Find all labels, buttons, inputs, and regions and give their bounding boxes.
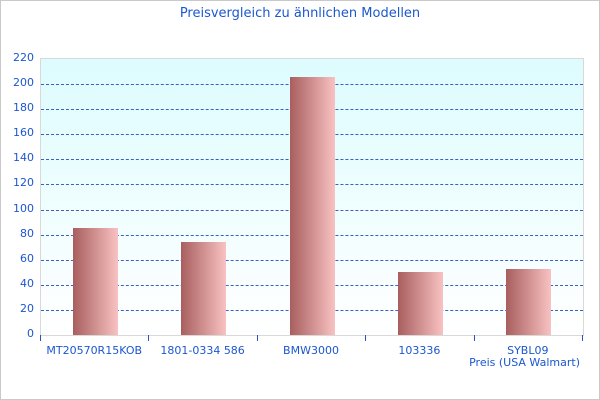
x-axis-tick [365,335,366,341]
y-tick-label: 40 [20,276,34,290]
x-axis-tick [474,335,475,341]
y-tick-label: 120 [13,176,34,190]
y-tick-label: 100 [13,201,34,215]
chart-title: Preisvergleich zu ähnlichen Modellen [179,6,421,21]
x-category-label: 1801-0334 586 [160,344,245,357]
y-tick-label: 160 [13,126,34,140]
y-tick-label: 180 [13,101,34,115]
x-axis-title: Preis (USA Walmart) [469,356,580,369]
x-axis-tick [40,335,41,341]
bar-1801-0334 586 [181,242,227,335]
x-category-label: MT20570R15KOB [46,344,143,357]
y-tick-label: 220 [13,51,34,64]
y-tick-label: 200 [13,76,34,90]
bar-103336 [397,272,443,335]
x-category-label: BMW3000 [283,344,339,357]
y-tick-label: 140 [13,151,34,165]
x-axis-tick [582,335,583,341]
bar-MT20570R15KOB [72,228,118,335]
x-category-label: 103336 [398,344,441,357]
x-axis-tick [148,335,149,341]
x-axis-tick [257,335,258,341]
y-tick-label: 80 [20,226,34,240]
y-tick-label: 0 [27,327,34,340]
x-category-label: SYBL09 [507,344,549,357]
y-tick-label: 20 [20,301,34,315]
y-tick-label: 60 [20,251,34,265]
plot-area [40,58,584,336]
bar-BMW3000 [289,76,335,335]
bar-SYBL09 [506,268,552,335]
